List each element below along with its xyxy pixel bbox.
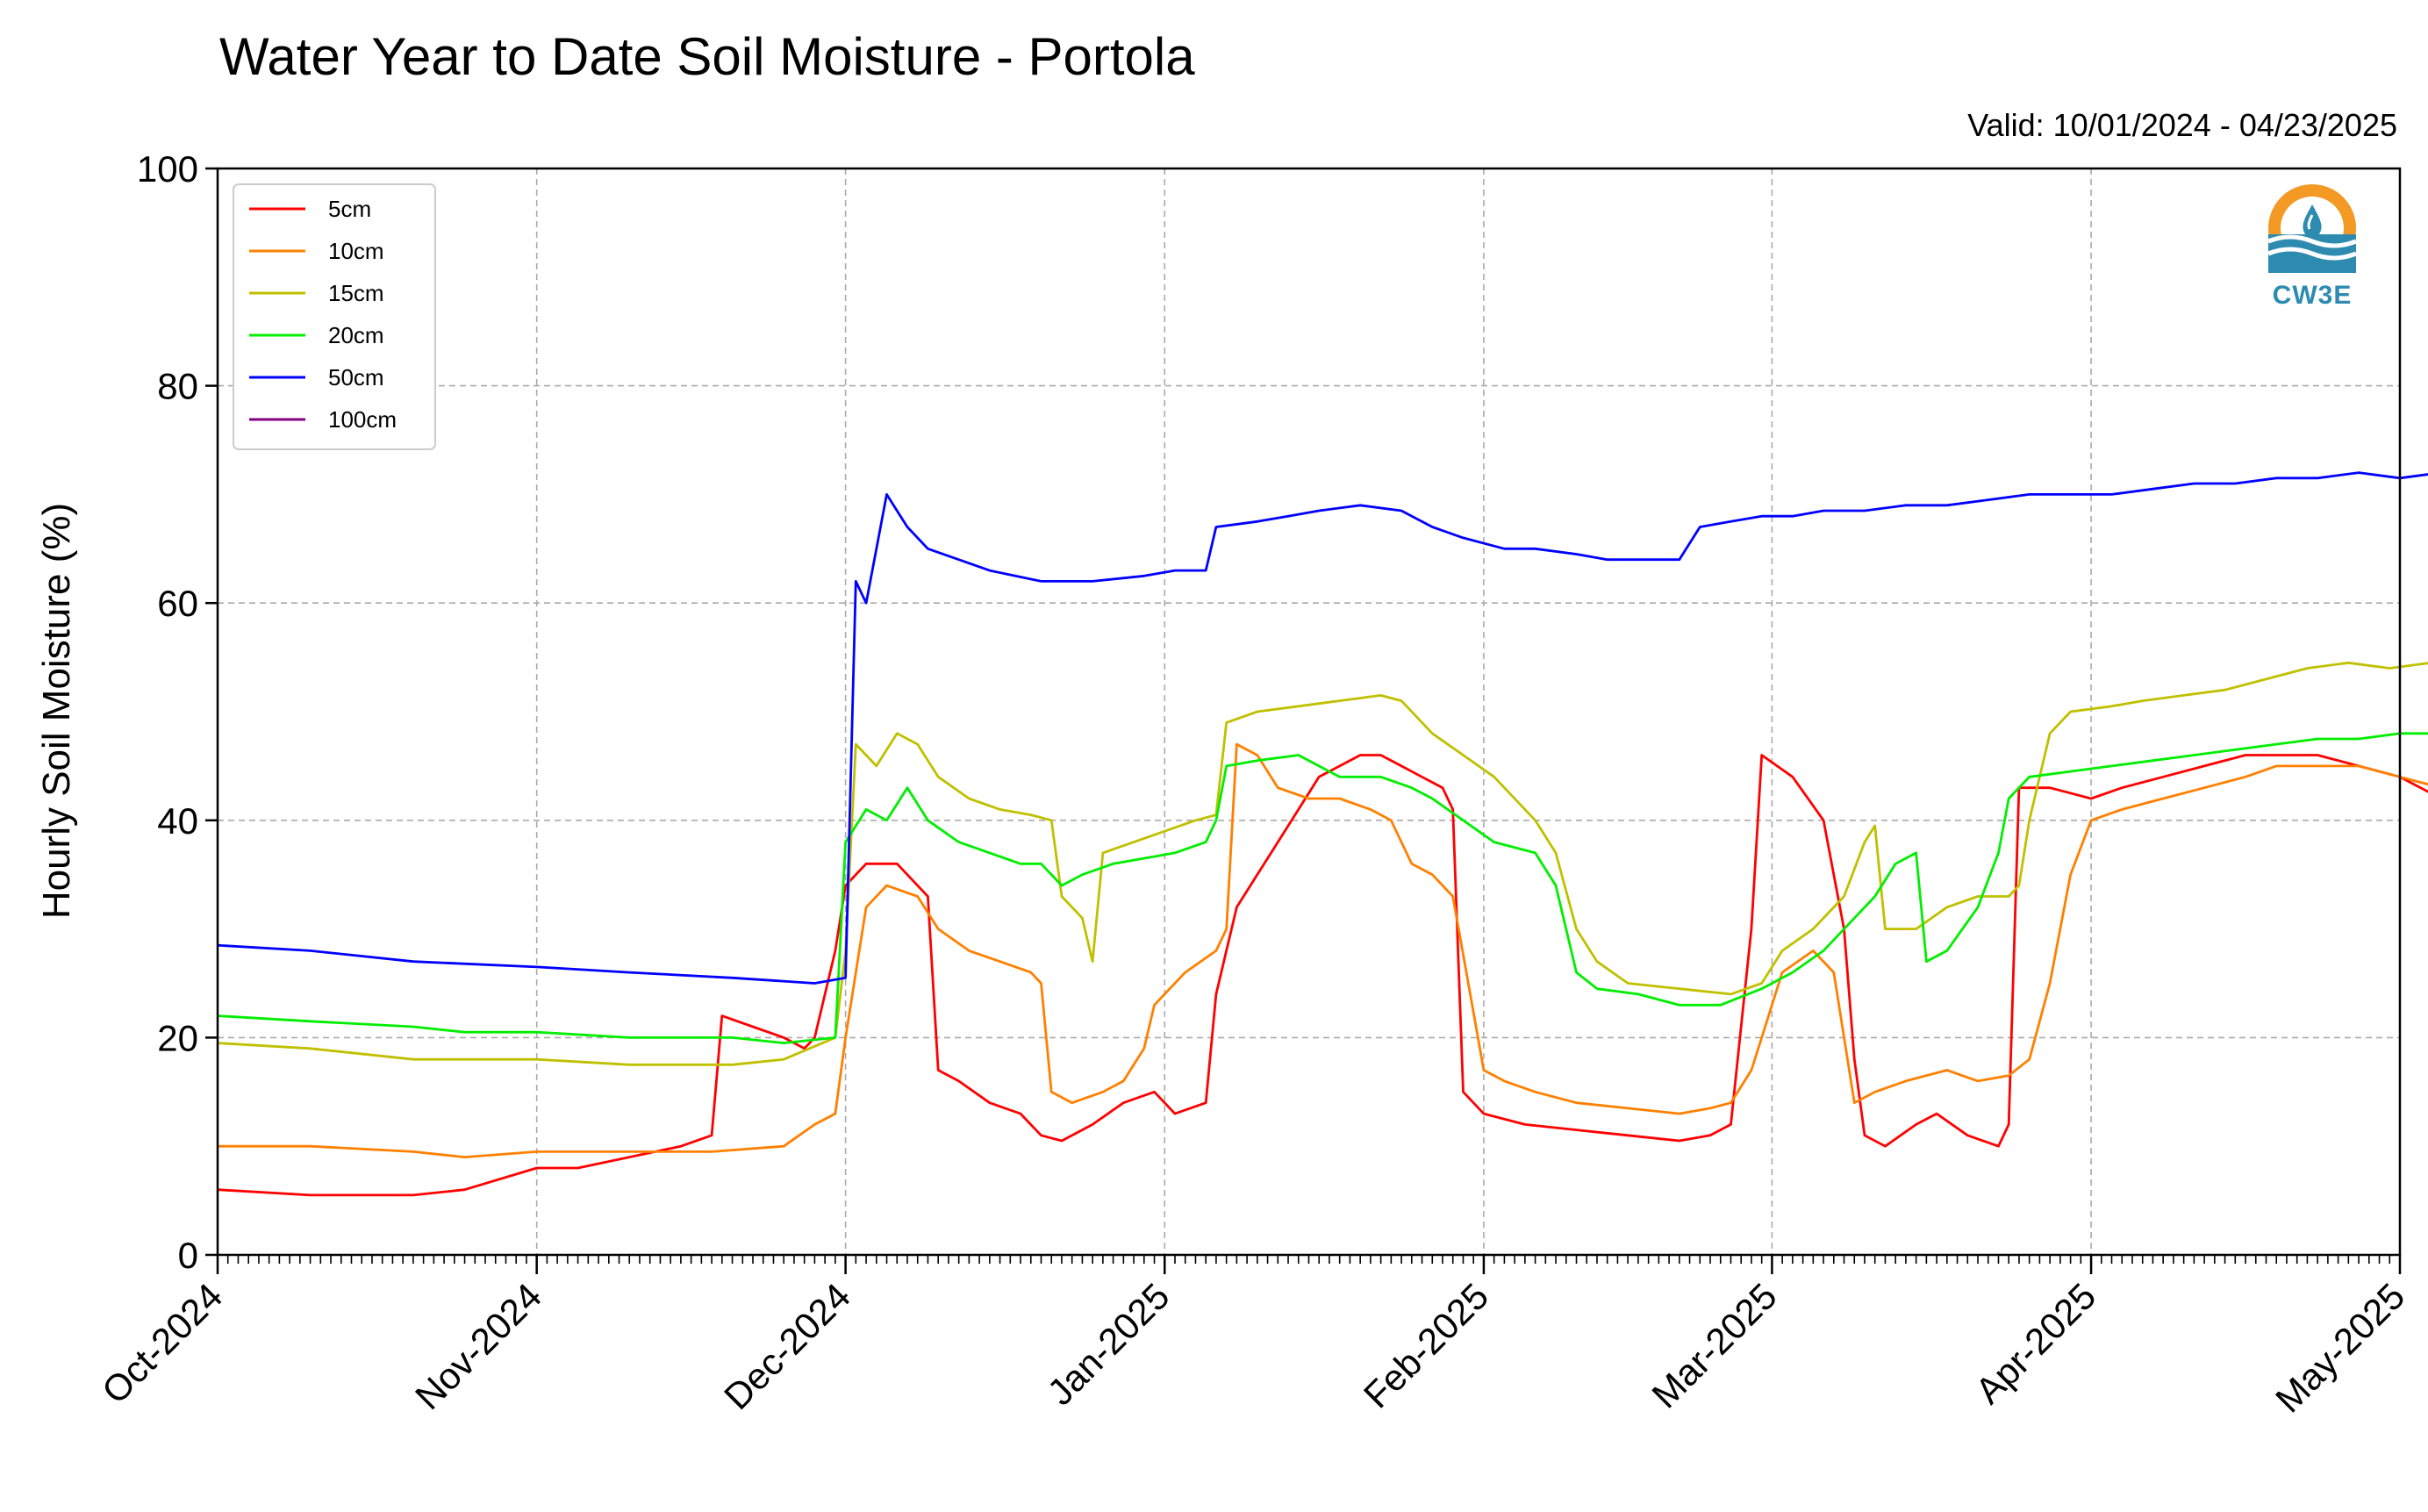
x-tick-label: Apr-2025	[1967, 1275, 2103, 1411]
chart-title: Water Year to Date Soil Moisture - Porto…	[219, 27, 1195, 86]
grid	[218, 168, 2400, 1255]
series-lines	[217, 471, 2428, 1197]
x-tick-label: Feb-2025	[1356, 1275, 1496, 1415]
axis-ticks	[205, 167, 2402, 1274]
x-tick-label: Dec-2024	[716, 1275, 858, 1417]
x-tick-label: Nov-2024	[407, 1275, 549, 1417]
series-line-15cm	[217, 661, 2428, 1066]
legend-label-50cm: 50cm	[328, 364, 384, 391]
legend-label-5cm: 5cm	[328, 196, 371, 222]
y-tick-label: 40	[157, 800, 198, 842]
cw3e-logo: CW3E	[2255, 180, 2369, 311]
y-tick-label: 0	[178, 1235, 198, 1276]
y-tick-label: 100	[137, 148, 198, 190]
legend: 5cm 10cm 15cm 20cm 50cm 100cm	[233, 183, 436, 450]
y-tick-label: 80	[157, 366, 198, 407]
series-line-5cm	[217, 754, 2428, 1197]
legend-label-15cm: 15cm	[328, 280, 384, 306]
y-tick-label: 60	[157, 583, 198, 624]
valid-date-range: Valid: 10/01/2024 - 04/23/2025	[1967, 107, 2397, 143]
x-tick-label: Jan-2025	[1040, 1275, 1178, 1413]
x-tick-label: Mar-2025	[1644, 1275, 1784, 1415]
water-drop-sun-icon	[2267, 184, 2357, 273]
x-tick-label: May-2025	[2267, 1275, 2412, 1420]
x-tick-label: Oct-2024	[94, 1275, 230, 1411]
tick-labels: 0 20 40 60 80 100 Oct-2024 Nov-2024 Dec-2024 Jan-…	[94, 148, 2412, 1420]
series-line-10cm	[218, 742, 2428, 1158]
series-line-20cm	[217, 732, 2428, 1044]
logo-text: CW3E	[2272, 281, 2353, 310]
legend-label-20cm: 20cm	[328, 322, 384, 348]
legend-label-10cm: 10cm	[328, 238, 384, 264]
series-line-50cm	[217, 471, 2428, 985]
legend-label-100cm: 100cm	[328, 406, 397, 433]
y-tick-label: 20	[157, 1017, 198, 1058]
